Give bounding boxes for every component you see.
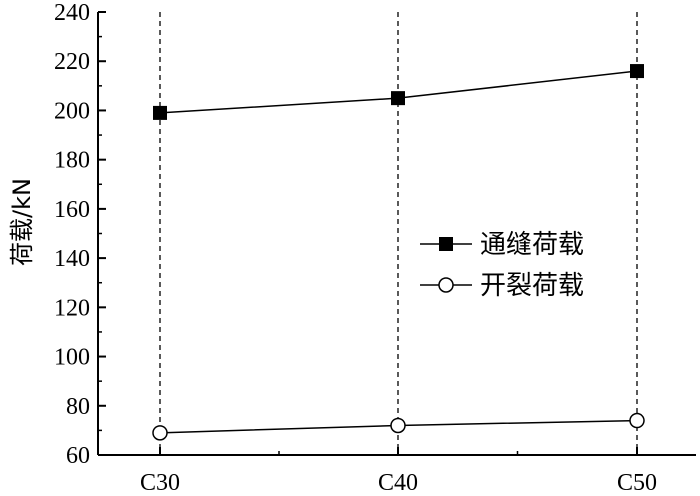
axes (97, 12, 696, 456)
y-tick-label: 180 (54, 148, 90, 174)
y-tick-label: 100 (54, 345, 90, 371)
y-tick-label: 200 (54, 98, 90, 124)
data-point-series1-c40 (391, 91, 405, 106)
y-ticks: 60 80 100 120 140 160 180 200 220 240 (54, 0, 106, 469)
y-tick-label: 80 (66, 394, 90, 420)
data-point-series1-c30 (153, 105, 167, 120)
guide-lines (159, 12, 638, 455)
data-point-series2-c30 (152, 425, 168, 441)
data-point-series2-c50 (629, 412, 645, 429)
y-tick-label: 160 (54, 197, 90, 223)
legend-marker-1 (439, 237, 453, 251)
data-point-series1-c50 (630, 64, 644, 79)
y-tick-label: 140 (54, 246, 90, 272)
y-tick-label: 60 (66, 443, 90, 469)
y-tick-label: 240 (54, 0, 90, 26)
x-tick-label-c30: C30 (140, 470, 180, 496)
legend-label-2: 开裂荷载 (480, 271, 584, 301)
legend-label-1: 通缝荷载 (480, 230, 584, 260)
data-point-series2-c40 (390, 417, 406, 434)
x-tick-label-c50: C50 (617, 470, 657, 496)
y-tick-label: 120 (54, 295, 90, 321)
series-group (152, 64, 645, 441)
x-tick-label-c40: C40 (378, 470, 418, 496)
legend-marker-2 (438, 277, 454, 293)
x-ticks: C30 C40 C50 (140, 447, 657, 496)
y-axis-label: 荷载/kN (8, 178, 36, 266)
y-tick-label: 220 (54, 49, 90, 75)
